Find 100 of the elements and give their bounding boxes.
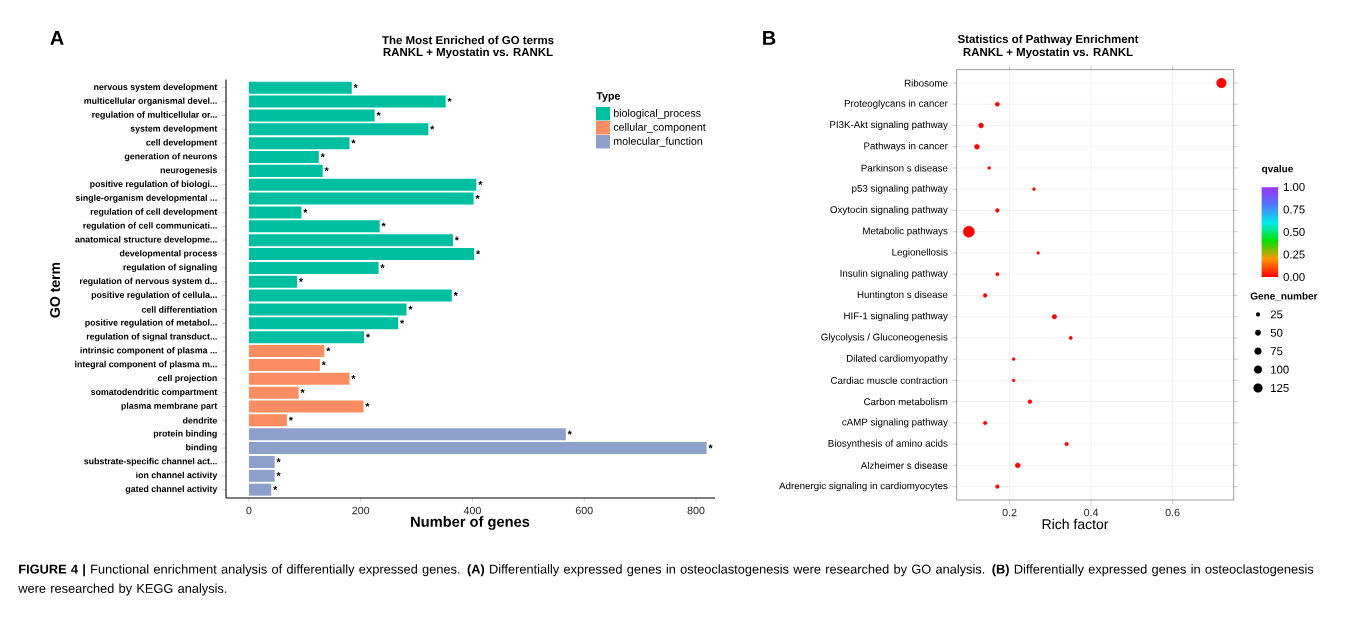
color-bar-label: 0.00 [1283, 272, 1305, 281]
bar [248, 220, 380, 233]
data-label: * [351, 375, 356, 380]
chart-title: The Most Enriched of GO terms [382, 35, 554, 45]
text: FIGURE 4 | Functional enrichment analysis of differentially expressed genes. (A) Differentially expressed genes in osteoclastogenesis were researched by GO analysis. (B) Differentially expressed genes in osteoclastogenesis were researched by KEGG analysis. [18, 564, 1314, 596]
color-bar-label: 1.00 [1283, 182, 1305, 191]
y-tick-label: Alzheimer s disease [860, 461, 948, 469]
x-tick-label: 400 [463, 506, 481, 515]
data-label: * [478, 181, 483, 186]
y-tick-label: Dilated cardiomyopathy [846, 354, 948, 364]
y-tick-label: Pathways in cancer [864, 142, 948, 152]
y-tick-label: HIF-1 signaling pathway [844, 312, 948, 322]
y-tick-label: system development [130, 125, 218, 134]
legend-label: biological_process [613, 109, 701, 119]
y-tick-label: Legionellosis [892, 248, 948, 258]
data-label: * [708, 444, 713, 449]
y-tick-label: Adrenergic signaling in cardiomyocytes [779, 482, 948, 492]
bar [248, 81, 352, 94]
legend-label: 75 [1270, 347, 1283, 356]
x-tick-label: 0.6 [1165, 508, 1180, 517]
bar [248, 483, 272, 496]
legend-label: 100 [1271, 365, 1289, 374]
bar [248, 372, 350, 385]
bar [248, 123, 429, 136]
y-tick-label: Carbon metabolism [864, 398, 948, 406]
y-tick-label: dendrite [182, 417, 218, 424]
legend-title: Type [596, 92, 621, 102]
chart-title: Statistics of Pathway Enrichment [957, 34, 1139, 46]
y-tick-label: regulation of signaling [123, 263, 217, 273]
data-label: * [475, 194, 480, 199]
y-tick-label: nervous system development [94, 83, 218, 92]
y-tick-label: multicellular organismal devel... [84, 97, 217, 106]
data-label: * [276, 458, 281, 463]
y-tick-label: Huntington s disease [857, 290, 948, 300]
x-axis-title: Rich factor [1042, 518, 1109, 530]
data-label: * [303, 208, 308, 213]
y-tick-label: gated channel activity [125, 485, 218, 494]
x-tick-label: 800 [687, 506, 705, 515]
y-tick-label: positive regulation of biologi... [90, 180, 217, 189]
bar [248, 469, 275, 482]
bar [248, 442, 707, 455]
y-tick-label: Oxytocin signaling pathway [830, 205, 948, 215]
data-label: * [298, 278, 303, 283]
x-tick-label: 0.4 [1084, 508, 1099, 517]
bar [248, 331, 365, 344]
data-label: * [300, 388, 305, 393]
y-tick-label: regulation of multicellular or... [92, 111, 217, 120]
color-bar-label: 0.50 [1283, 227, 1305, 236]
y-tick-label: neurogenesis [160, 166, 217, 175]
y-tick-label: developmental process [119, 249, 217, 259]
bar [248, 275, 297, 288]
data-label: * [273, 486, 278, 490]
bar [248, 345, 325, 358]
bar [248, 261, 379, 274]
legend-label: molecular_function [613, 137, 703, 147]
color-bar-label: 0.75 [1283, 205, 1305, 214]
x-tick-label: 0.2 [1002, 508, 1017, 517]
x-axis-title: Number of genes [411, 516, 530, 530]
y-tick-label: binding [186, 443, 217, 453]
text: B [763, 31, 776, 45]
y-tick-label: Cardiac muscle contraction [831, 376, 948, 384]
y-tick-label: positive regulation of metabol... [85, 319, 217, 328]
data-label: * [351, 139, 356, 144]
legend-label: 25 [1270, 310, 1283, 319]
color-bar-label: 0.25 [1283, 250, 1305, 259]
data-label: * [326, 347, 331, 352]
data-label: * [454, 236, 459, 241]
y-tick-label: somatodendritic compartment [90, 388, 218, 397]
bar [248, 151, 319, 164]
bar [248, 386, 299, 399]
bar [248, 137, 350, 150]
data-label: * [276, 472, 281, 477]
y-tick-label: cell projection [157, 374, 217, 383]
y-tick-label: PI3K-Akt signaling pathway [830, 120, 948, 130]
data-label: * [376, 111, 381, 116]
y-tick-label: regulation of signal transduct... [86, 333, 217, 342]
bar [248, 455, 275, 468]
y-tick-label: Metabolic pathways [863, 227, 948, 237]
y-tick-label: Ribosome [904, 79, 948, 87]
legend-label: 125 [1271, 383, 1289, 392]
data-label: * [321, 361, 326, 366]
bar [248, 317, 399, 330]
data-label: * [320, 153, 325, 158]
color-bar-title: qvalue [1262, 164, 1293, 175]
data-label: * [567, 430, 572, 435]
y-tick-label: p53 signaling pathway [852, 184, 948, 194]
y-tick-label: plasma membrane part [121, 402, 218, 411]
bar [248, 248, 475, 261]
data-label: * [288, 416, 293, 421]
x-tick-label: 0 [246, 506, 252, 515]
data-label: * [453, 291, 458, 296]
y-tick-label: generation of neurons [124, 152, 217, 162]
y-tick-label: integral component of plasma m... [75, 360, 217, 370]
y-tick-label: intrinsic component of plasma ... [80, 346, 217, 356]
data-label: * [400, 319, 405, 324]
y-tick-label: regulation of cell development [90, 208, 218, 217]
chart-subtitle: RANKL + Myostatin vs. RANKL [383, 47, 553, 59]
y-tick-label: protein binding [153, 430, 217, 439]
data-label: * [447, 97, 452, 102]
x-tick-label: 600 [575, 506, 593, 515]
